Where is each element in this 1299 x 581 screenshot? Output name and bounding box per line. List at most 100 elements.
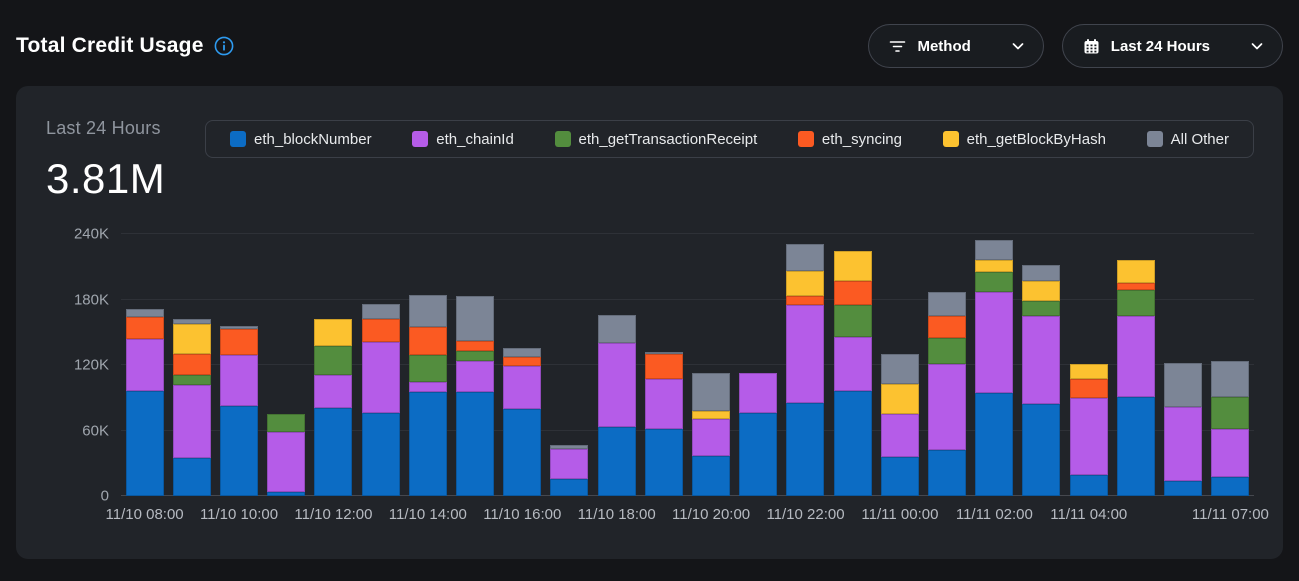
method-filter-label: Method xyxy=(917,37,971,55)
segment-eth_chainId xyxy=(125,338,164,392)
bar-11/11 04:00[interactable] xyxy=(1065,234,1112,496)
bar-11/10 11:00[interactable] xyxy=(263,234,310,496)
stacked-bar xyxy=(786,243,825,496)
segment-All Other xyxy=(125,309,164,317)
x-tick-label: 11/11 00:00 xyxy=(861,506,939,523)
bar-11/10 21:00[interactable] xyxy=(735,234,782,496)
x-tick-label: 11/10 16:00 xyxy=(483,506,562,523)
toolbar: Method L xyxy=(868,24,1283,68)
segment-eth_getTransactionReceipt xyxy=(928,337,967,364)
segment-eth_getBlockByHash xyxy=(1116,260,1155,284)
segment-eth_blockNumber xyxy=(172,457,211,496)
bar-11/10 20:00[interactable] xyxy=(687,234,734,496)
gridline xyxy=(121,364,1254,365)
bar-11/10 22:00[interactable] xyxy=(782,234,829,496)
time-range-label: Last 24 Hours xyxy=(1110,37,1210,55)
segment-eth_blockNumber xyxy=(1022,404,1061,496)
segment-All Other xyxy=(503,347,542,358)
segment-eth_getTransactionReceipt xyxy=(975,272,1014,292)
legend-item-eth_getTransactionReceipt[interactable]: eth_getTransactionReceipt xyxy=(554,131,757,148)
segment-All Other xyxy=(172,319,211,324)
legend-swatch-icon xyxy=(554,131,571,147)
stacked-bar xyxy=(267,414,306,496)
segment-eth_syncing xyxy=(125,316,164,339)
segment-eth_syncing xyxy=(786,296,825,305)
segment-eth_chainId xyxy=(1116,315,1155,397)
total-credits-value: 3.81M xyxy=(46,155,166,202)
bar-11/10 12:00[interactable] xyxy=(310,234,357,496)
segment-eth_chainId xyxy=(692,418,731,456)
segment-eth_syncing xyxy=(503,357,542,367)
bar-11/10 17:00[interactable] xyxy=(546,234,593,496)
bar-11/10 14:00[interactable] xyxy=(404,234,451,496)
segment-eth_getBlockByHash xyxy=(880,383,919,415)
legend-item-eth_getBlockByHash[interactable]: eth_getBlockByHash xyxy=(942,130,1106,148)
chart: 0 60K 120K 180K 240K 11/10 08:00 11/10 10:00 1… xyxy=(46,226,1269,528)
bar-11/10 23:00[interactable] xyxy=(829,234,876,496)
segment-eth_chainId xyxy=(408,382,447,393)
bar-11/10 15:00[interactable] xyxy=(451,234,498,496)
stacked-bar xyxy=(644,351,683,496)
segment-All Other xyxy=(975,239,1014,261)
legend-label: eth_syncing xyxy=(821,130,902,148)
gridline xyxy=(121,429,1254,431)
bar-11/10 18:00[interactable] xyxy=(593,234,640,496)
stacked-bar xyxy=(1211,360,1250,496)
credit-usage-card: Last 24 Hours 3.81M eth_blockNumber eth_c… xyxy=(16,86,1283,559)
segment-eth_blockNumber xyxy=(880,456,919,496)
segment-eth_blockNumber xyxy=(644,429,683,496)
method-filter-button[interactable]: Method xyxy=(868,24,1044,68)
segment-All Other xyxy=(408,295,447,327)
segment-eth_syncing xyxy=(361,319,400,343)
segment-eth_blockNumber xyxy=(125,391,164,496)
segment-eth_chainId xyxy=(597,343,636,428)
segment-All Other xyxy=(692,372,731,411)
x-tick-label: 11/11 07:00 xyxy=(1191,506,1269,523)
stacked-bar xyxy=(1069,363,1108,496)
bar-11/10 19:00[interactable] xyxy=(640,234,687,496)
bar-11/11 02:00[interactable] xyxy=(971,234,1018,496)
legend-item-eth_blockNumber[interactable]: eth_blockNumber xyxy=(230,131,372,148)
segment-All Other xyxy=(550,444,589,450)
legend-label: All Other xyxy=(1170,130,1229,148)
segment-All Other xyxy=(786,243,825,272)
y-tick-label: 240K xyxy=(73,225,109,243)
segment-eth_chainId xyxy=(1022,315,1061,405)
stacked-bar xyxy=(220,325,258,496)
x-tick-label: 11/11 04:00 xyxy=(1050,506,1128,523)
legend-label: eth_getBlockByHash xyxy=(966,130,1106,148)
legend-item-eth_syncing[interactable]: eth_syncing xyxy=(797,130,902,148)
bars-container xyxy=(121,234,1254,496)
stacked-bar xyxy=(833,251,872,496)
segment-eth_getTransactionReceipt xyxy=(833,304,872,337)
legend-item-eth_chainId[interactable]: eth_chainId xyxy=(412,131,514,148)
segment-eth_chainId xyxy=(503,366,542,409)
summary-block: Last 24 Hours 3.81M xyxy=(46,118,204,203)
stacked-bar xyxy=(172,319,211,496)
bar-11/11 06:00[interactable] xyxy=(1159,234,1206,496)
legend-item-All Other[interactable]: All Other xyxy=(1146,130,1229,148)
bar-11/11 05:00[interactable] xyxy=(1112,234,1159,496)
segment-eth_chainId xyxy=(172,384,211,458)
segment-All Other xyxy=(1211,360,1250,397)
bar-11/10 16:00[interactable] xyxy=(499,234,546,496)
bar-11/11 03:00[interactable] xyxy=(1018,234,1065,496)
title-wrap: Total Credit Usage xyxy=(16,34,234,58)
segment-eth_blockNumber xyxy=(456,392,495,496)
bar-11/11 07:00[interactable] xyxy=(1207,234,1254,496)
bar-11/11 00:00[interactable] xyxy=(876,234,923,496)
segment-eth_getTransactionReceipt xyxy=(1116,289,1155,316)
bar-11/10 09:00[interactable] xyxy=(168,234,215,496)
segment-eth_getBlockByHash xyxy=(692,410,731,419)
bar-11/10 13:00[interactable] xyxy=(357,234,404,496)
info-icon[interactable] xyxy=(214,36,234,56)
segment-eth_chainId xyxy=(550,449,589,479)
y-tick-label: 180K xyxy=(73,291,109,308)
bar-11/10 10:00[interactable] xyxy=(215,234,262,496)
bar-11/10 08:00[interactable] xyxy=(121,234,168,496)
legend-swatch-icon xyxy=(797,131,814,147)
segment-eth_getTransactionReceipt xyxy=(267,414,306,432)
x-tick-label: 11/11 02:00 xyxy=(955,506,1033,523)
time-range-button[interactable]: Last 24 Hours xyxy=(1061,24,1283,68)
bar-11/11 01:00[interactable] xyxy=(923,234,970,496)
